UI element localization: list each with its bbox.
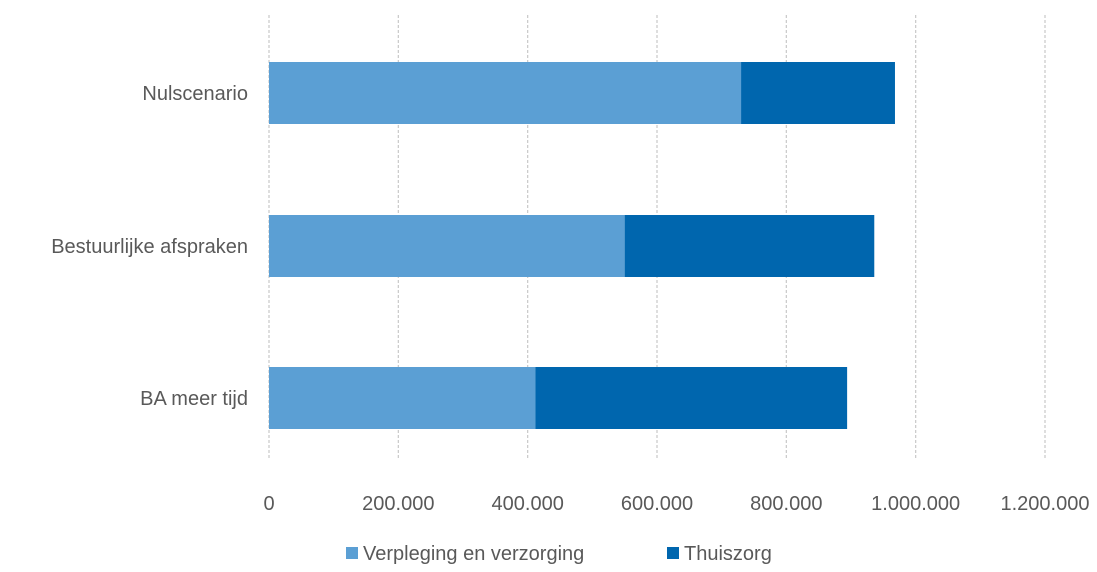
- legend-label: Thuiszorg: [684, 543, 772, 565]
- x-tick-label: 800.000: [750, 493, 822, 515]
- legend-label: Verpleging en verzorging: [363, 543, 584, 565]
- category-labels: Nulscenario Bestuurlijke afspraken BA meer…: [51, 83, 248, 410]
- x-tick-label: 1.000.000: [871, 493, 960, 515]
- x-tick-labels: 0 200.000 400.000 600.000 800.000 1.000.000 1.…: [263, 493, 1089, 515]
- bar-segment: [741, 62, 895, 124]
- x-tick-label: 600.000: [621, 493, 693, 515]
- legend-swatch: [346, 547, 358, 559]
- x-tick-label: 0: [263, 493, 274, 515]
- bar-segment: [624, 215, 875, 277]
- x-tick-label: 200.000: [362, 493, 434, 515]
- bar-segment: [269, 215, 625, 277]
- x-tick-label: 1.200.000: [1001, 493, 1090, 515]
- bar-segment: [269, 367, 536, 429]
- legend: Verpleging en verzorging Thuiszorg: [346, 543, 772, 565]
- bar-segment: [535, 367, 848, 429]
- category-label: Nulscenario: [142, 83, 248, 105]
- bar-segment: [269, 62, 742, 124]
- bars: [269, 62, 895, 429]
- category-label: Bestuurlijke afspraken: [51, 236, 248, 258]
- x-tick-label: 400.000: [492, 493, 564, 515]
- category-label: BA meer tijd: [140, 388, 248, 410]
- legend-swatch: [667, 547, 679, 559]
